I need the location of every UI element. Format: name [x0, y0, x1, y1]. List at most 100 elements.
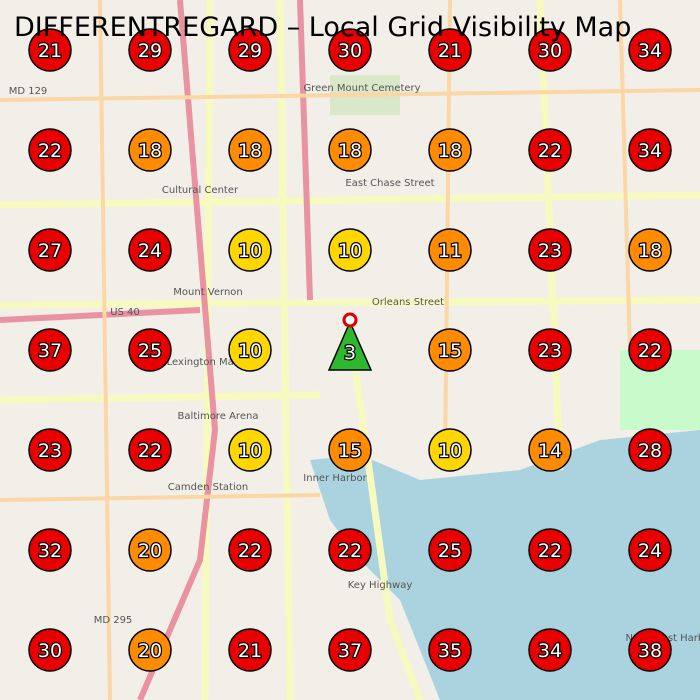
cell-value: 29	[238, 40, 262, 62]
cell-value: 22	[338, 540, 362, 562]
map-label: MD 295	[94, 615, 133, 626]
grid-cell	[628, 328, 672, 372]
cell-value: 37	[38, 340, 62, 362]
grid-cell	[528, 428, 572, 472]
cell-value: 22	[538, 140, 562, 162]
cell-value: 10	[338, 240, 362, 262]
grid-cell	[528, 328, 572, 372]
grid-cell	[528, 628, 572, 672]
cell-value: 20	[138, 640, 162, 662]
grid-cell	[428, 428, 472, 472]
cell-value: 22	[138, 440, 162, 462]
cell-value: 14	[538, 440, 562, 462]
cell-value: 35	[438, 640, 462, 662]
grid-cell	[628, 128, 672, 172]
cell-value: 18	[138, 140, 162, 162]
street	[0, 88, 700, 102]
cell-value: 29	[138, 40, 162, 62]
location-pin	[342, 312, 358, 328]
origin-marker	[327, 320, 373, 371]
cell-value: 18	[438, 140, 462, 162]
cell-value: 18	[338, 140, 362, 162]
road	[0, 391, 321, 404]
grid-cell	[128, 528, 172, 572]
grid-cell	[428, 328, 472, 372]
cell-value: 38	[638, 640, 662, 662]
cell-value: 20	[138, 540, 162, 562]
cell-value: 23	[538, 340, 562, 362]
map-label: Orleans Street	[372, 297, 444, 308]
map-label: MD 129	[9, 86, 48, 97]
grid-cell	[528, 28, 572, 72]
cell-value: 22	[238, 540, 262, 562]
map-label: US 40	[110, 307, 140, 318]
map-label: Camden Station	[168, 482, 248, 493]
grid-cell	[28, 28, 72, 72]
street	[618, 0, 632, 351]
grid-cell	[28, 128, 72, 172]
grid-cell	[628, 28, 672, 72]
cell-value: 18	[638, 240, 662, 262]
cell-value: 22	[638, 340, 662, 362]
grid-cell	[128, 328, 172, 372]
highway	[0, 307, 201, 323]
grid-cell	[128, 28, 172, 72]
map-labels: Green Mount Cemetery East Chase Street Orl…	[9, 83, 700, 644]
grid-cell	[228, 328, 272, 372]
cell-value: 10	[238, 240, 262, 262]
water	[310, 430, 700, 700]
grid-cell	[228, 628, 272, 672]
map-label: Key Highway	[348, 580, 413, 591]
cell-value: 34	[638, 40, 662, 62]
grid-cell	[228, 28, 272, 72]
map-label: Mount Vernon	[173, 287, 242, 298]
grid-cell	[528, 528, 572, 572]
grid-cell	[428, 128, 472, 172]
map-label: Lexington Market	[167, 357, 254, 368]
map-label: East Chase Street	[345, 178, 434, 189]
cell-value: 25	[438, 540, 462, 562]
cell-value: 30	[538, 40, 562, 62]
grid-cell	[228, 228, 272, 272]
grid-cell	[528, 128, 572, 172]
grid-cell	[28, 528, 72, 572]
grid-cell	[328, 428, 372, 472]
cell-value: 24	[138, 240, 162, 262]
cell-value: 37	[338, 640, 362, 662]
grid-cells: 21 29 29 30 21 30 34 22 18 18 18 18 22 34 27 24 10 10 11 23…	[28, 28, 672, 672]
grid-cell	[628, 428, 672, 472]
cell-value: 10	[238, 440, 262, 462]
grid-cell	[128, 128, 172, 172]
origin-value: 3	[344, 342, 356, 364]
map-label: Inner Harbor	[303, 473, 367, 484]
cell-value: 21	[38, 40, 62, 62]
cell-value: 21	[238, 640, 262, 662]
road	[276, 0, 294, 700]
grid-cell	[628, 228, 672, 272]
cell-value: 10	[438, 440, 462, 462]
road	[346, 329, 424, 700]
cell-value: 10	[238, 340, 262, 362]
cell-value: 22	[38, 140, 62, 162]
grid-cell	[428, 628, 472, 672]
grid-cell	[328, 228, 372, 272]
cell-value: 15	[438, 340, 462, 362]
grid-cell	[228, 128, 272, 172]
cell-value: 28	[638, 440, 662, 462]
cell-value: 24	[638, 540, 662, 562]
cell-value: 30	[338, 40, 362, 62]
grid-cell	[328, 28, 372, 72]
grid-cell	[528, 228, 572, 272]
grid-cell	[628, 528, 672, 572]
grid-cell	[28, 328, 72, 372]
grid-cell	[428, 528, 472, 572]
street	[98, 0, 112, 700]
street	[0, 493, 321, 502]
grid-cell	[328, 628, 372, 672]
title: DIFFERENTREGARD – Local Grid Visibility …	[14, 12, 631, 43]
grid-cell	[228, 428, 272, 472]
cell-value: 34	[638, 140, 662, 162]
map-label: Baltimore Arena	[178, 411, 259, 422]
